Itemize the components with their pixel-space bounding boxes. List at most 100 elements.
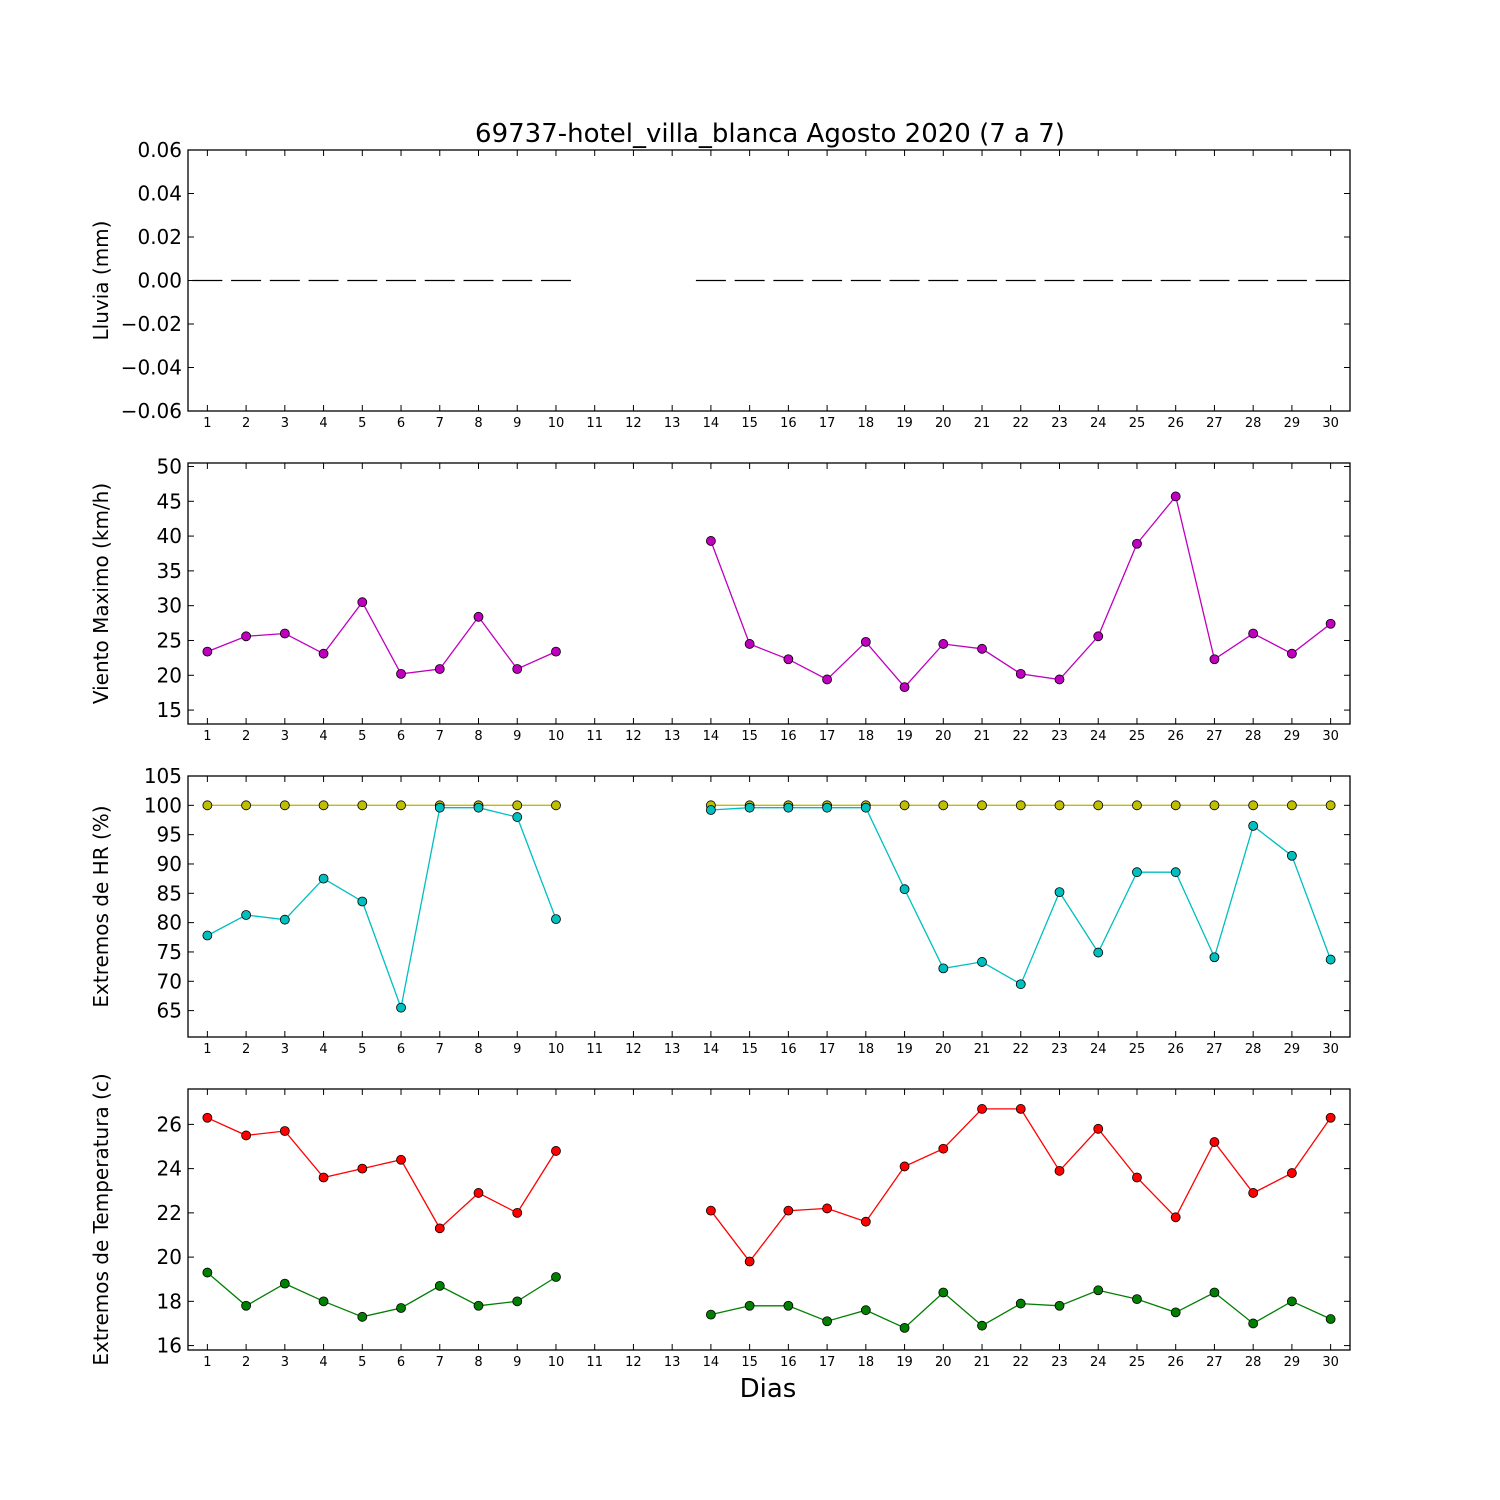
data-point [551,800,561,811]
x-tick-label: 30 [1322,729,1339,744]
data-point [396,1002,406,1013]
data-point [822,802,832,813]
x-tick-label: 29 [1284,1042,1301,1057]
chart-title: 69737-hotel_villa_blanca Agosto 2020 (7 … [475,119,1065,149]
data-point [551,914,561,925]
data-point [241,910,252,920]
x-tick-label: 11 [586,1355,603,1370]
x-tick-label: 27 [1206,729,1223,744]
x-tick-label: 20 [935,729,952,744]
data-point [1170,1212,1181,1223]
data-point [1248,628,1259,639]
data-point [1209,952,1220,963]
x-tick-label: 16 [780,416,797,431]
series-2 [202,1267,1336,1333]
data-point [357,1163,368,1174]
data-point [1054,674,1065,685]
data-point [938,800,949,811]
y-axis-label: Viento Maximo (km/h) [89,483,113,704]
x-tick-label: 22 [1012,1355,1029,1370]
y-tick-label: 40 [157,524,182,548]
x-tick-label: 2 [242,1355,250,1370]
data-point [938,1287,949,1298]
y-tick-label: −0.04 [121,356,182,380]
data-point [1209,1137,1220,1147]
x-tick-label: 20 [935,416,952,431]
data-point [783,1300,794,1311]
x-tick-label: 25 [1129,729,1146,744]
data-point [1093,800,1104,811]
data-point [744,1256,755,1267]
data-point [1287,1168,1297,1178]
y-tick-label: 75 [157,940,182,964]
x-tick-label: 25 [1129,416,1146,431]
y-tick-label: 0.04 [137,182,182,206]
x-tick-label: 15 [741,1042,758,1057]
data-point [1287,1296,1297,1307]
x-tick-label: 2 [242,729,250,744]
y-tick-label: −0.06 [121,399,182,423]
x-tick-label: 26 [1167,1355,1184,1370]
y-axis-label: Lluvia (mm) [89,221,113,341]
data-point [396,800,406,811]
y-tick-label: 90 [157,852,182,876]
data-point [202,1112,213,1123]
x-tick-label: 30 [1322,1042,1339,1057]
y-tick-label: 16 [157,1334,182,1358]
x-tick-label: 13 [664,1355,681,1370]
data-point [1170,491,1181,502]
data-point [938,1143,949,1154]
data-point [473,802,484,813]
data-point [202,800,213,811]
data-point [1248,1188,1259,1198]
x-tick-label: 21 [974,729,991,744]
x-tick-label: 21 [974,1355,991,1370]
x-tick-label: 10 [548,1355,565,1370]
data-point [1325,618,1336,629]
x-tick-label: 15 [741,416,758,431]
data-point [783,802,794,813]
x-tick-label: 7 [436,416,444,431]
x-tick-label: 22 [1012,1042,1029,1057]
x-tick-label: 17 [819,729,836,744]
x-tick-label: 3 [281,416,289,431]
series-1 [202,1104,1336,1267]
x-tick-label: 29 [1284,729,1301,744]
y-tick-label: 70 [157,969,182,993]
data-point [1093,1285,1104,1296]
x-tick-label: 12 [625,729,642,744]
x-tick-label: 25 [1129,1042,1146,1057]
data-point [279,1126,290,1136]
series-line [207,807,1332,1011]
x-tick-label: 14 [703,1042,720,1057]
x-tick-label: 14 [703,729,720,744]
data-point [512,812,523,822]
x-tick-label: 17 [819,1355,836,1370]
data-point [860,802,871,813]
data-point [744,802,755,813]
x-tick-label: 19 [896,1042,913,1057]
series-1 [202,491,1336,693]
x-tick-label: 9 [513,416,521,431]
data-point [1170,1307,1181,1318]
x-tick-label: 23 [1051,1355,1068,1370]
x-tick-label: 3 [281,1042,289,1057]
data-point [473,1300,484,1311]
x-tick-label: 24 [1090,729,1107,744]
x-tick-label: 18 [858,729,875,744]
x-tick-label: 6 [397,1355,405,1370]
x-tick-label: 13 [664,416,681,431]
series-line [206,1272,1331,1329]
x-tick-label: 12 [625,1042,642,1057]
data-point [1054,1165,1065,1176]
data-point [1132,1294,1142,1305]
data-point [434,1280,445,1291]
data-point [1209,800,1220,811]
data-point [434,802,445,813]
data-point [1209,1287,1220,1298]
data-point [1054,887,1065,898]
x-tick-label: 13 [664,1042,681,1057]
panel-1: −0.06−0.04−0.020.000.020.040.061 2 3 4 5 6 7 8 9… [89,138,1351,431]
